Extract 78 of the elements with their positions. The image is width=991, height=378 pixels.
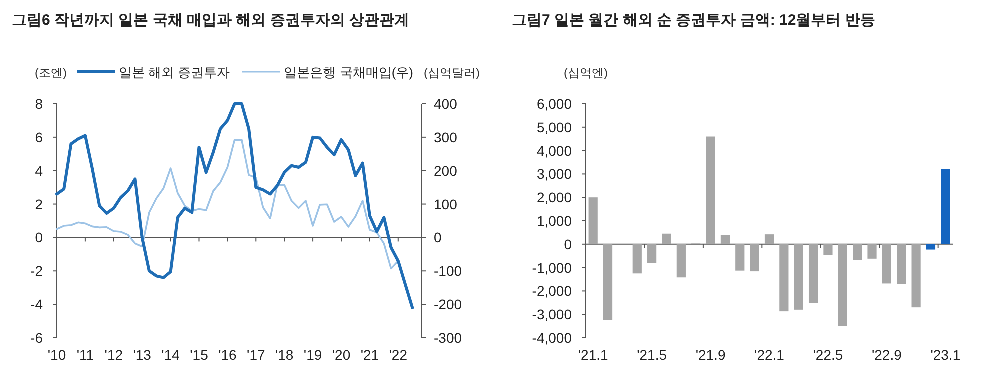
x-tick-label: '22 bbox=[389, 347, 408, 363]
x-tick-label: '18 bbox=[275, 347, 294, 363]
y2-tick-label: -300 bbox=[434, 330, 462, 346]
x-tick-label: '13 bbox=[133, 347, 152, 363]
line-series bbox=[56, 102, 414, 310]
x-tick-label: '17 bbox=[247, 347, 266, 363]
x-tick-label: '21.5 bbox=[637, 347, 668, 363]
x-tick-label: '11 bbox=[76, 347, 94, 363]
x-tick-label: '20 bbox=[332, 347, 351, 363]
bar bbox=[603, 244, 613, 320]
y-tick-label: -2 bbox=[30, 263, 44, 280]
y-tick-label: -4,000 bbox=[532, 330, 572, 346]
bar bbox=[736, 244, 745, 271]
legend-label: 일본은행 국채매입(우) bbox=[284, 65, 414, 80]
y-tick-label: 4,000 bbox=[536, 142, 572, 159]
y2-axis-title: (십억달러) bbox=[424, 66, 480, 80]
y-tick-label: 6,000 bbox=[536, 96, 572, 112]
bar bbox=[912, 244, 921, 308]
bar bbox=[897, 244, 906, 284]
bar bbox=[853, 244, 862, 260]
bar bbox=[720, 235, 730, 244]
x-tick-label: '21.9 bbox=[696, 347, 726, 363]
bar bbox=[676, 244, 686, 278]
chart-title: 그림6 작년까지 일본 국채 매입과 해외 증권투자의 상관관계 bbox=[12, 12, 410, 29]
x-tick-label: '21.1 bbox=[578, 347, 609, 363]
y2-tick-label: -100 bbox=[434, 263, 462, 280]
y-tick-label: 0 bbox=[35, 230, 44, 246]
bar bbox=[588, 198, 598, 244]
x-tick-label: '21 bbox=[360, 347, 380, 363]
bar bbox=[794, 244, 804, 310]
legend-label: 일본 해외 증권투자 bbox=[119, 65, 230, 80]
bar bbox=[750, 244, 760, 272]
y2-tick-label: 0 bbox=[434, 230, 442, 246]
y2-tick-label: 300 bbox=[434, 129, 458, 146]
bar bbox=[868, 244, 877, 259]
y-tick-label: 0 bbox=[564, 236, 572, 252]
x-tick-label: '23.1 bbox=[930, 347, 961, 363]
x-tick-label: '14 bbox=[162, 347, 180, 363]
y2-tick-label: 200 bbox=[434, 162, 458, 179]
y-tick-label: 2,000 bbox=[536, 190, 572, 206]
x-tick-label: '15 bbox=[190, 347, 209, 363]
y-tick-label: -3,000 bbox=[532, 306, 572, 323]
y-tick-label: 5,000 bbox=[536, 119, 572, 136]
x-tick-label: '12 bbox=[104, 347, 124, 363]
y-axis-title: (십억엔) bbox=[564, 66, 608, 80]
y-tick-label: 8 bbox=[35, 96, 44, 112]
y-tick-label: 1,000 bbox=[536, 213, 572, 229]
y2-tick-label: 400 bbox=[434, 96, 458, 112]
bar bbox=[662, 234, 672, 244]
y-tick-label: -2,000 bbox=[532, 283, 572, 300]
x-tick-label: '19 bbox=[304, 347, 322, 363]
y-tick-label: 6 bbox=[35, 129, 44, 146]
y-axis-title: (조엔) bbox=[35, 66, 67, 80]
y2-tick-label: 100 bbox=[434, 196, 458, 212]
bar bbox=[808, 244, 818, 304]
bar bbox=[926, 244, 936, 250]
y-tick-label: 3,000 bbox=[536, 166, 572, 182]
bar bbox=[941, 169, 950, 244]
bar bbox=[764, 234, 774, 244]
chart-title: 그림7 일본 월간 해외 순 증권투자 금액: 12월부터 반등 bbox=[512, 12, 876, 29]
y-tick-label: 4 bbox=[35, 162, 44, 179]
y-tick-label: -1,000 bbox=[532, 260, 572, 276]
bar bbox=[706, 136, 716, 244]
y-tick-label: -6 bbox=[30, 330, 44, 346]
x-tick-label: '22.5 bbox=[813, 347, 844, 363]
bar bbox=[838, 244, 848, 326]
y2-tick-label: -200 bbox=[434, 296, 462, 313]
y-tick-label: -4 bbox=[30, 296, 44, 313]
x-tick-label: '16 bbox=[218, 347, 238, 363]
x-tick-label: '22.1 bbox=[754, 347, 785, 363]
x-tick-label: '22.9 bbox=[872, 347, 902, 363]
y-tick-label: 2 bbox=[35, 196, 44, 212]
bar bbox=[824, 244, 833, 256]
x-tick-label: '10 bbox=[48, 347, 66, 363]
bar bbox=[882, 244, 892, 284]
bar bbox=[780, 244, 789, 312]
bar bbox=[648, 244, 657, 264]
bar bbox=[632, 244, 642, 274]
